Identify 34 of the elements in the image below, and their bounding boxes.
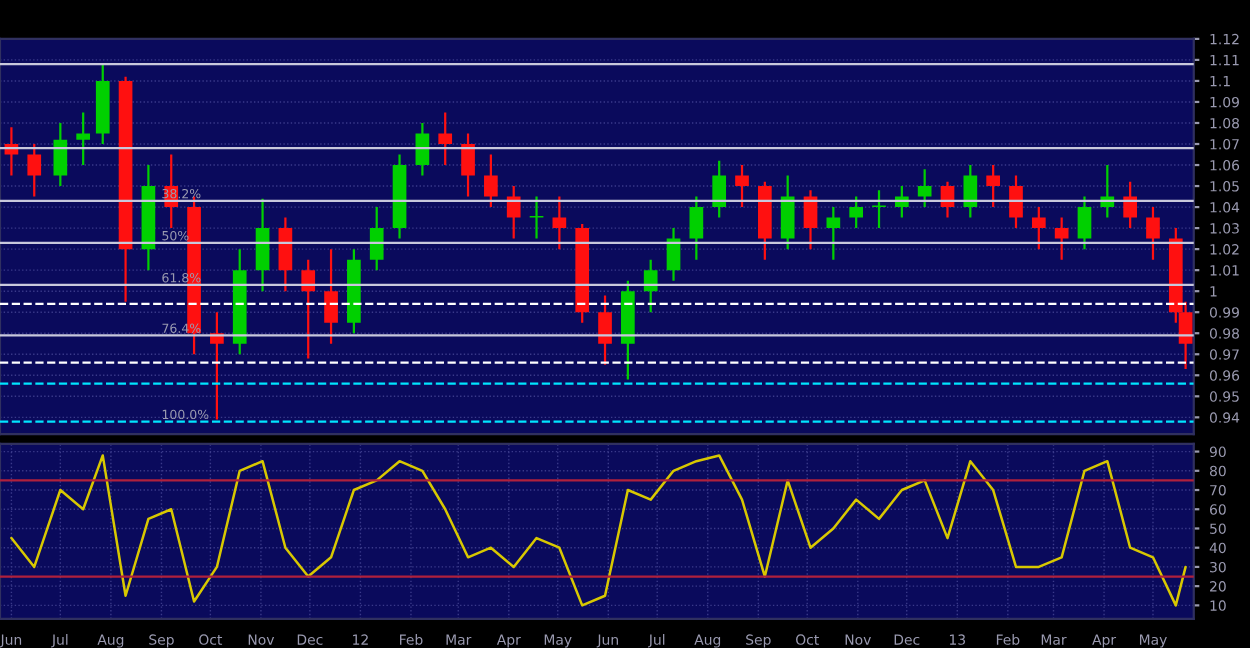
- candlestick: [53, 121, 68, 188]
- line-series: [10, 454, 1187, 607]
- candlestick: [324, 248, 338, 345]
- candlestick: [735, 163, 749, 209]
- candlestick: [301, 258, 316, 360]
- candlestick: [1146, 205, 1160, 261]
- candlestick: [255, 197, 270, 293]
- candlestick: [27, 142, 42, 198]
- candlestick: [643, 258, 658, 314]
- candlestick: [438, 111, 453, 167]
- candlestick: [963, 163, 978, 219]
- candlestick: [1009, 174, 1023, 230]
- candlestick: [415, 121, 430, 177]
- candlestick: [1077, 195, 1092, 251]
- candlestick: [461, 132, 475, 198]
- candlestick: [826, 205, 841, 261]
- candlestick: [689, 195, 704, 261]
- candlestick: [529, 195, 544, 240]
- candlestick: [278, 216, 293, 293]
- candlestick: [506, 184, 521, 240]
- candlestick: [1031, 205, 1046, 251]
- candlestick: [369, 205, 384, 272]
- candlestick: [872, 189, 886, 230]
- candlestick: [484, 153, 498, 209]
- candlestick: [849, 195, 864, 230]
- candlestick: [917, 168, 932, 209]
- candlestick: [76, 111, 91, 167]
- candlestick: [598, 294, 612, 366]
- candlestick: [986, 163, 1001, 209]
- candlestick: [552, 195, 567, 251]
- candlestick: [1123, 180, 1137, 230]
- candlestick: [780, 174, 795, 251]
- candlestick: [1054, 216, 1069, 261]
- candlestick: [712, 159, 727, 219]
